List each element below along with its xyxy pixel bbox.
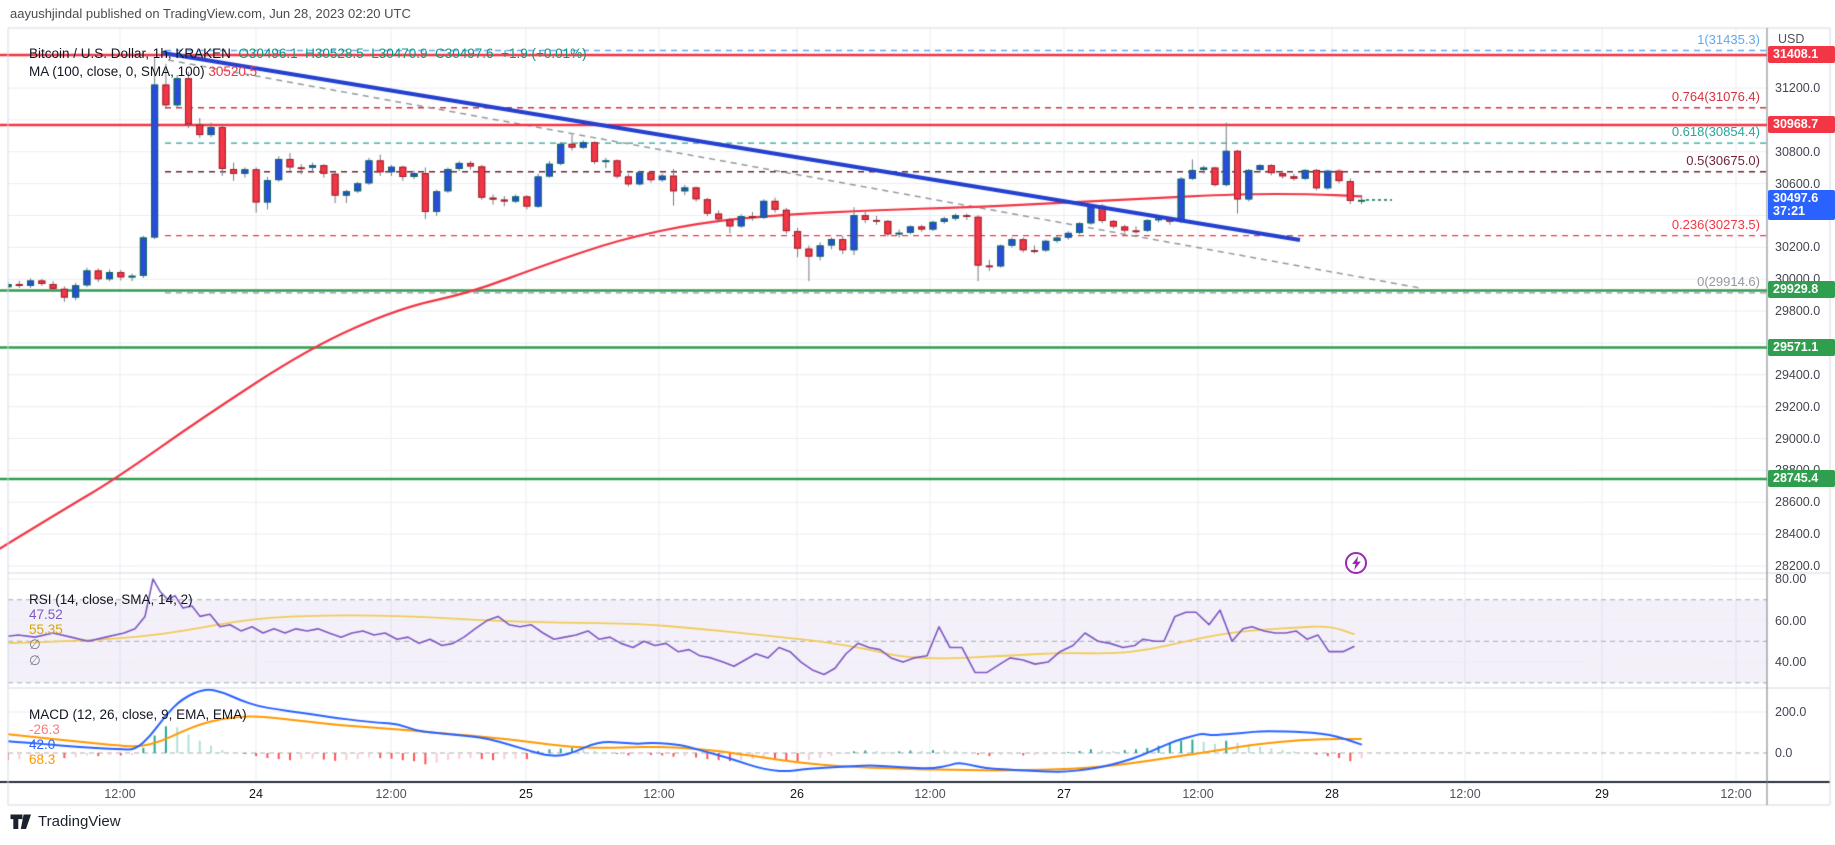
price-level-label: 29929.8: [1768, 281, 1835, 299]
rsi-tick-label: 60.00: [1775, 613, 1807, 628]
rsi-value: 47.52: [29, 607, 63, 622]
rsi-ma-value: 55.35: [29, 622, 63, 637]
fib-level-label: 0.618(30854.4): [1671, 124, 1760, 140]
price-tick-label: 28200.0: [1775, 558, 1821, 573]
time-tick-label: 12:00: [104, 787, 136, 801]
rsi-band-hidden-icon: ∅: [29, 637, 41, 652]
price-level-label: 29571.1: [1768, 338, 1835, 356]
rsi-title[interactable]: RSI (14, close, SMA, 14, 2): [29, 592, 193, 607]
macd-legend[interactable]: MACD (12, 26, close, 9, EMA, EMA) -26.3 …: [14, 692, 254, 782]
macd-title[interactable]: MACD (12, 26, close, 9, EMA, EMA): [29, 707, 247, 722]
macd-line-value: 42.0: [29, 737, 56, 752]
price-tick-label: 29800.0: [1775, 304, 1821, 319]
tradingview-glyph-icon: [10, 814, 31, 829]
price-tick-label: 28600.0: [1775, 495, 1821, 510]
symbol-legend[interactable]: Bitcoin / U.S. Dollar, 1h, KRAKEN O30496…: [14, 31, 587, 76]
price-tick-label: 30800.0: [1775, 144, 1821, 159]
time-tick-label: 25: [519, 787, 533, 801]
macd-tick-label: 0.0: [1775, 745, 1793, 760]
time-tick-label: 24: [249, 787, 263, 801]
time-tick-label: 26: [790, 787, 804, 801]
rsi-tick-label: 40.00: [1775, 655, 1807, 670]
currency-label: USD: [1778, 32, 1805, 46]
fib-level-label: 1(31435.3): [1697, 31, 1760, 47]
time-tick-label: 29: [1595, 787, 1609, 801]
price-tick-label: 30200.0: [1775, 240, 1821, 255]
time-tick-label: 12:00: [375, 787, 407, 801]
ohlc-values: O30496.1 H30528.5 L30470.9 C30497.6 +1.9…: [238, 46, 587, 61]
ma-value: 30520.5: [208, 64, 258, 79]
ma-title[interactable]: MA (100, close, 0, SMA, 100): [29, 64, 205, 79]
time-tick-label: 12:00: [643, 787, 675, 801]
price-tick-label: 29400.0: [1775, 367, 1821, 382]
symbol-title[interactable]: Bitcoin / U.S. Dollar, 1h, KRAKEN: [29, 46, 231, 61]
time-tick-label: 12:00: [1449, 787, 1481, 801]
tradingview-logo[interactable]: TradingView: [10, 813, 121, 830]
rsi-tick-label: 80.00: [1775, 572, 1807, 587]
brand-name: TradingView: [38, 813, 121, 830]
time-tick-label: 28: [1325, 787, 1339, 801]
price-tick-label: 30600.0: [1775, 176, 1821, 191]
rsi-legend[interactable]: RSI (14, close, SMA, 14, 2) 47.52 55.35 …: [14, 577, 196, 684]
fib-level-label: 0.236(30273.5): [1671, 216, 1760, 232]
lightning-bolt-icon: [1351, 556, 1361, 570]
fib-level-label: 0.764(31076.4): [1671, 88, 1760, 104]
price-level-label: 31408.1: [1768, 45, 1835, 63]
rsi-band-hidden-icon: ∅: [29, 653, 41, 668]
time-tick-label: 12:00: [1182, 787, 1214, 801]
price-axis[interactable]: USD 31200.0 30800.0 30600.0 30200.0 30000.0 2…: [1767, 28, 1835, 805]
price-tick-label: 28400.0: [1775, 527, 1821, 542]
time-tick-label: 12:00: [1720, 787, 1752, 801]
time-tick-label: 12:00: [914, 787, 946, 801]
macd-signal-value: 68.3: [29, 752, 56, 767]
price-tick-label: 29000.0: [1775, 431, 1821, 446]
price-level-label: 30968.7: [1768, 115, 1835, 133]
fib-level-label: 0(29914.6): [1697, 273, 1760, 289]
time-axis[interactable]: 12:00 24 12:00 25 12:00 26 12:00 27 12:00 28 12:00…: [8, 782, 1767, 805]
price-tick-label: 29200.0: [1775, 399, 1821, 414]
last-price-label: 30497.6 37:21: [1768, 189, 1835, 220]
ma-legend[interactable]: MA (100, close, 0, SMA, 100) 30520.5: [14, 49, 257, 94]
price-tick-label: 31200.0: [1775, 81, 1821, 96]
time-tick-label: 27: [1057, 787, 1071, 801]
price-level-label: 28745.4: [1768, 470, 1835, 488]
fib-level-label: 0.5(30675.0): [1686, 152, 1760, 168]
macd-histogram-value: -26.3: [29, 722, 60, 737]
macd-tick-label: 200.0: [1775, 704, 1807, 719]
flash-idea-icon[interactable]: [1345, 552, 1367, 574]
